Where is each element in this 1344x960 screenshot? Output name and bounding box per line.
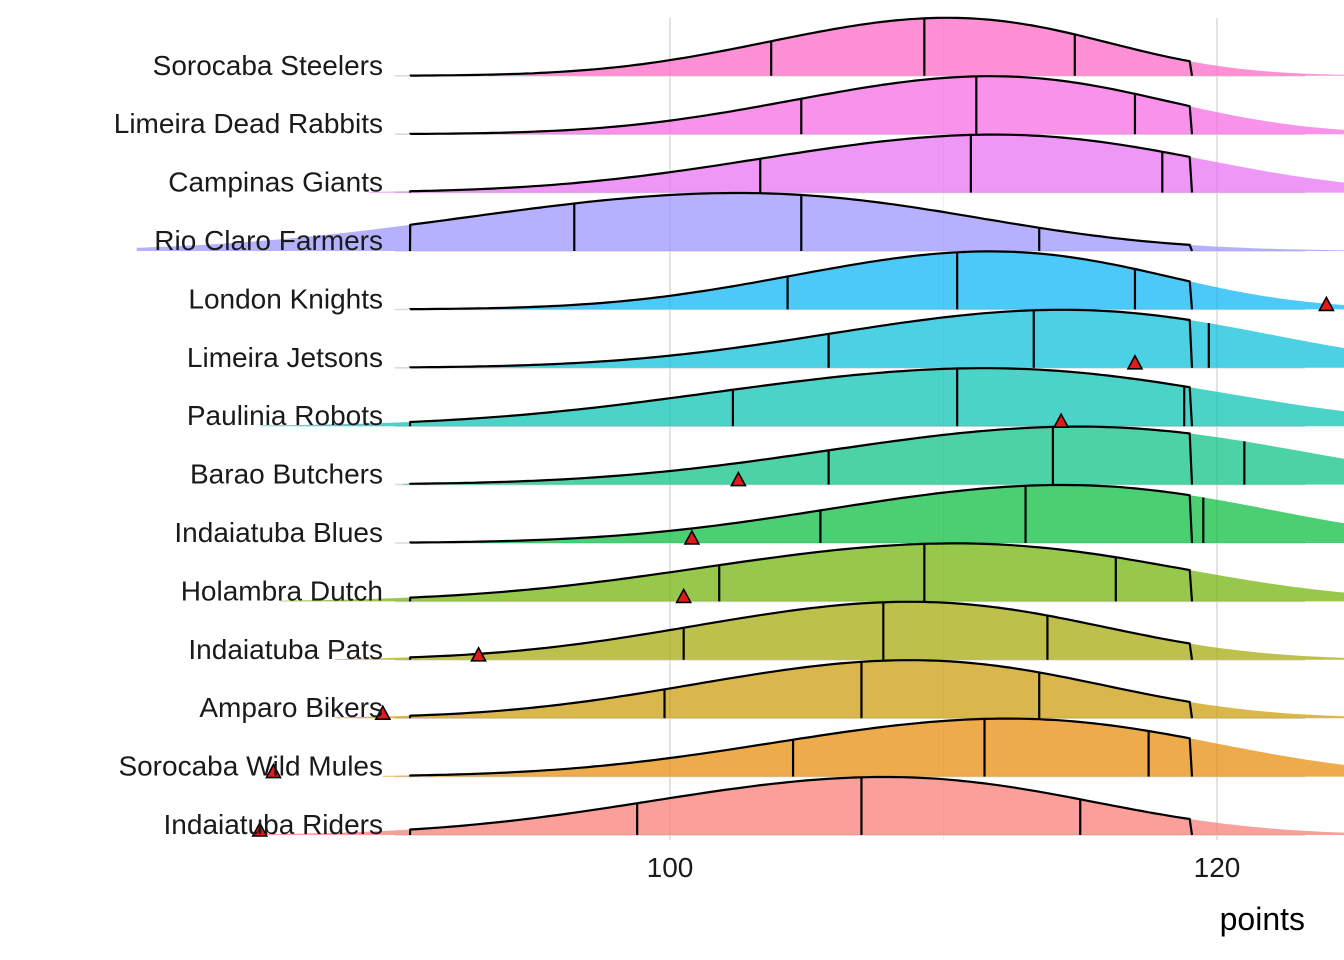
y-label-sorocaba-steelers: Sorocaba Steelers xyxy=(153,50,383,81)
marker-sorocaba-wild-mules xyxy=(265,762,282,779)
marker-indaiatuba-blues xyxy=(683,529,701,545)
ridge-barao-butchers xyxy=(403,425,1344,485)
ridge-fill xyxy=(280,543,1344,602)
ridge-outline xyxy=(408,542,1194,602)
ridge-fill xyxy=(136,193,1344,251)
ridge-fill xyxy=(369,134,1344,193)
ridge-sorocaba-wild-mules xyxy=(382,717,1344,777)
ridge-paulinia-robots xyxy=(259,367,1344,427)
ridge-fill xyxy=(335,601,1344,660)
ridge-outline xyxy=(409,16,1194,77)
ridge-outline xyxy=(408,775,1194,836)
ridge-fill xyxy=(464,17,1344,76)
ridge-outline xyxy=(408,600,1194,660)
y-label-campinas-giants: Campinas Giants xyxy=(168,167,383,198)
y-label-limeira-jetsons: Limeira Jetsons xyxy=(187,342,383,373)
ridge-fill xyxy=(382,718,1344,777)
ridge-holambra-dutch xyxy=(280,542,1344,602)
x-tick-label-120: 120 xyxy=(1194,852,1241,883)
marker-layer xyxy=(251,295,1335,837)
ridge-amparo-bikers xyxy=(335,659,1344,719)
ridge-outline xyxy=(408,659,1194,719)
ridge-fill xyxy=(335,660,1344,719)
ridge-limeira-jetsons xyxy=(408,308,1344,369)
marker-limeira-jetsons xyxy=(1126,354,1144,370)
ridge-limeira-dead-rabbits xyxy=(409,75,1344,135)
ridge-outline xyxy=(408,191,1194,252)
ridge-outline xyxy=(408,308,1194,369)
y-label-paulinia-robots: Paulinia Robots xyxy=(187,400,383,431)
ridge-fill xyxy=(259,368,1344,427)
ridge-outline xyxy=(408,483,1194,544)
marker-amparo-bikers xyxy=(374,704,392,720)
label-layer: Sorocaba Steelers Limeira Dead Rabbits Cam… xyxy=(114,50,383,840)
y-label-indaiatuba-blues: Indaiatuba Blues xyxy=(174,517,383,548)
ridge-layer xyxy=(136,16,1344,836)
ridge-fill xyxy=(464,251,1344,310)
ridge-rio-claro-farmers xyxy=(136,191,1344,252)
ridge-outline xyxy=(409,250,1194,311)
ridge-fill xyxy=(403,426,1344,485)
marker-paulinia-robots xyxy=(1052,412,1070,428)
y-label-barao-butchers: Barao Butchers xyxy=(190,459,383,490)
ridge-outline xyxy=(408,133,1194,193)
marker-london-knights xyxy=(1318,295,1335,312)
ridge-fill xyxy=(437,485,1344,543)
ridge-outline xyxy=(408,367,1194,427)
ridge-indaiatuba-pats xyxy=(335,600,1344,660)
ridge-sorocaba-steelers xyxy=(409,16,1344,77)
y-label-amparo-bikers: Amparo Bikers xyxy=(199,692,383,723)
ridge-indaiatuba-riders xyxy=(259,775,1344,836)
ridge-fill xyxy=(259,777,1344,835)
marker-indaiatuba-pats xyxy=(470,646,487,662)
y-label-sorocaba-wild-mules: Sorocaba Wild Mules xyxy=(118,751,383,782)
ridge-fill xyxy=(437,309,1344,368)
x-axis-title: points xyxy=(1220,901,1305,937)
y-label-holambra-dutch: Holambra Dutch xyxy=(181,575,383,606)
ridge-london-knights xyxy=(409,250,1344,311)
ridge-outline xyxy=(409,75,1194,135)
y-label-indaiatuba-riders: Indaiatuba Riders xyxy=(164,809,383,840)
marker-barao-butchers xyxy=(730,470,747,487)
x-tick-label-100: 100 xyxy=(647,852,694,883)
marker-indaiatuba-riders xyxy=(251,821,269,837)
y-label-limeira-dead-rabbits: Limeira Dead Rabbits xyxy=(114,108,383,139)
ridge-indaiatuba-blues xyxy=(408,483,1344,544)
y-label-rio-claro-farmers: Rio Claro Farmers xyxy=(154,225,383,256)
ridge-campinas-giants xyxy=(369,133,1344,193)
ridge-fill xyxy=(464,76,1344,135)
y-label-london-knights: London Knights xyxy=(188,283,383,314)
ridge-outline xyxy=(408,717,1194,777)
marker-holambra-dutch xyxy=(675,587,693,604)
y-label-indaiatuba-pats: Indaiatuba Pats xyxy=(188,634,383,665)
